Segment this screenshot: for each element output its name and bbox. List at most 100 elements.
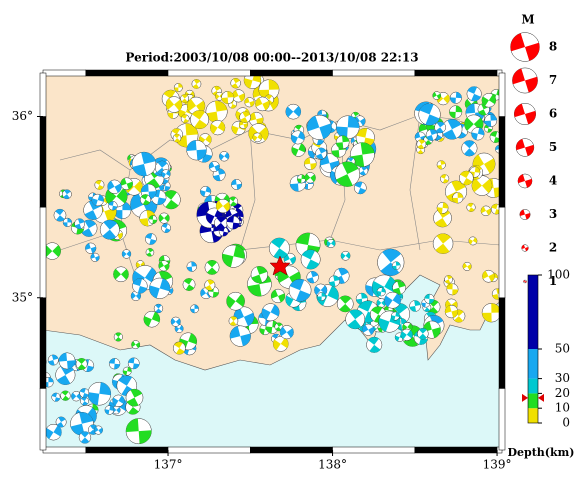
ball-fill: [289, 279, 311, 302]
quake: [366, 336, 383, 353]
quake: [148, 215, 158, 225]
ball-fill: [252, 133, 262, 142]
ball-fill: [120, 178, 133, 190]
ball-fill: [126, 418, 152, 444]
quake: [45, 423, 62, 441]
ball-fill: [158, 214, 170, 222]
ball-fill: [95, 180, 104, 190]
ball-fill: [249, 112, 264, 127]
ball-fill: [80, 431, 90, 444]
ball-fill: [231, 179, 242, 190]
ball-fill: [460, 171, 473, 186]
ball-fill: [463, 140, 476, 157]
ball-fill: [426, 129, 437, 141]
ball-fill: [354, 116, 366, 126]
quake: [125, 388, 144, 407]
ball-fill: [190, 304, 199, 313]
quake: [416, 139, 427, 150]
ball-fill: [359, 166, 368, 176]
quake: [47, 354, 59, 366]
quake: [306, 271, 319, 284]
quake: [471, 127, 485, 141]
quake: [226, 291, 245, 311]
ball-fill: [432, 92, 441, 100]
quake: [432, 233, 454, 254]
quake: [230, 77, 241, 89]
ball-fill: [81, 220, 97, 237]
ball-fill: [91, 194, 104, 206]
ball-fill: [283, 253, 296, 265]
frame-bar: [39, 388, 47, 451]
x-tick-label: 138°: [318, 458, 347, 472]
quake: [304, 172, 316, 184]
ball-fill: [148, 215, 158, 224]
ball-fill: [317, 292, 326, 301]
ball-fill: [521, 244, 529, 252]
quake: [436, 160, 446, 170]
quake: [334, 161, 360, 187]
ball-fill: [251, 266, 268, 284]
depth-label: Depth(km): [508, 446, 575, 459]
magnitude-title: M: [521, 13, 534, 27]
frame-bar: [332, 69, 416, 77]
quake: [272, 336, 289, 352]
depth-band: [528, 275, 538, 349]
depth-tick-label: 20: [555, 386, 570, 400]
ball-fill: [356, 128, 375, 147]
quake: [204, 259, 220, 275]
ball-fill: [171, 318, 181, 326]
magnitude-ball: [523, 279, 527, 284]
quake: [51, 392, 61, 402]
quake: [55, 416, 67, 428]
ball-fill: [210, 121, 225, 134]
ball-fill: [205, 279, 215, 291]
frame-bar: [498, 116, 506, 208]
ball-fill: [85, 243, 97, 254]
ball-fill: [275, 322, 283, 332]
frame-bar: [250, 446, 333, 454]
frame-bar: [414, 446, 498, 454]
y-tick-label: 35°: [12, 290, 33, 304]
ball-fill: [354, 181, 366, 194]
ball-fill: [280, 326, 294, 338]
map-area: [43, 73, 502, 450]
quake: [229, 325, 251, 347]
ball-fill: [392, 261, 401, 270]
quake: [113, 332, 123, 342]
ball-fill: [400, 330, 413, 340]
ball-fill: [183, 278, 195, 291]
quake: [290, 130, 305, 145]
quake: [409, 300, 421, 312]
ball-fill: [446, 180, 466, 203]
quake: [345, 309, 366, 330]
ball-fill: [297, 174, 306, 184]
ball-fill: [221, 91, 234, 104]
ball-fill: [55, 209, 65, 222]
quake: [161, 223, 171, 233]
ball-fill: [77, 358, 86, 370]
quake: [132, 278, 148, 294]
quake: [279, 325, 294, 340]
ball-fill: [304, 173, 316, 182]
axes: 137° 138° 139° 35° 36°: [12, 109, 512, 472]
ball-fill: [452, 192, 464, 204]
quake: [94, 179, 105, 190]
quake: [108, 201, 118, 211]
quake: [336, 295, 354, 313]
quake: [186, 261, 197, 272]
ball-fill: [174, 325, 184, 333]
ball-fill: [181, 94, 188, 103]
ball-fill: [70, 412, 94, 436]
quake: [417, 327, 429, 340]
quake: [306, 114, 332, 140]
ball-fill: [187, 98, 205, 114]
quake: [384, 291, 402, 309]
quake: [180, 114, 190, 124]
x-tick-label: 139°: [483, 458, 512, 472]
quake: [228, 196, 239, 207]
quake: [210, 120, 226, 136]
quake: [143, 310, 161, 328]
quake: [127, 357, 140, 370]
ball-fill: [141, 184, 157, 200]
quake: [112, 394, 125, 407]
